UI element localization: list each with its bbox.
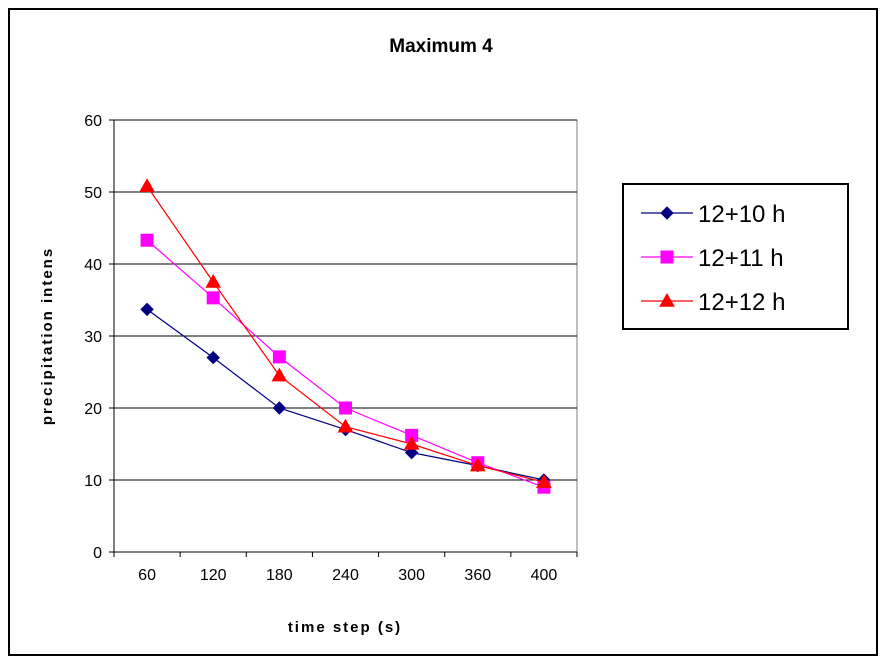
legend-marker xyxy=(660,250,674,264)
data-point xyxy=(272,350,286,364)
data-point xyxy=(272,401,287,415)
chart-title: Maximum 4 xyxy=(389,36,493,57)
data-point xyxy=(469,457,486,472)
y-tick-label: 60 xyxy=(84,113,102,130)
x-tick-label: 400 xyxy=(531,567,558,584)
y-axis-title: precipitation intens xyxy=(39,247,56,425)
y-tick-label: 20 xyxy=(84,401,102,418)
x-axis-title: time step (s) xyxy=(288,619,402,636)
legend: 12+10 h 12+11 h 12+12 h xyxy=(622,183,849,330)
y-tick-label: 30 xyxy=(84,329,102,346)
data-point xyxy=(339,401,352,415)
legend-marker xyxy=(659,292,675,307)
legend-label: 12+11 h xyxy=(698,245,784,272)
y-tick-label: 0 xyxy=(93,545,102,562)
data-point xyxy=(140,233,154,247)
x-tick-label: 360 xyxy=(464,567,491,584)
data-point xyxy=(206,350,220,365)
data-point xyxy=(271,367,288,382)
x-tick-label: 240 xyxy=(332,567,359,584)
legend-label: 12+12 h xyxy=(698,289,785,316)
x-tick-label: 180 xyxy=(266,567,293,584)
series-3 xyxy=(139,178,552,488)
data-point xyxy=(140,302,154,317)
data-point xyxy=(337,418,354,433)
x-axis-ticks: 60 120 180 240 300 360 400 xyxy=(113,552,578,584)
data-point xyxy=(205,273,222,288)
data-point xyxy=(403,435,420,450)
data-point xyxy=(139,178,155,192)
y-axis-ticks: 0 10 20 30 40 50 60 xyxy=(84,113,114,562)
legend-item: 12+10 h xyxy=(641,201,785,228)
legend-item: 12+12 h xyxy=(641,289,785,316)
y-tick-label: 10 xyxy=(84,473,102,490)
series-layer xyxy=(139,178,552,494)
legend-label: 12+10 h xyxy=(698,201,785,228)
y-tick-label: 40 xyxy=(84,257,102,274)
data-point xyxy=(536,474,552,488)
legend-item: 12+11 h xyxy=(641,245,784,272)
x-tick-label: 120 xyxy=(200,567,227,584)
x-tick-label: 300 xyxy=(398,567,425,584)
x-tick-label: 60 xyxy=(138,567,156,584)
legend-marker xyxy=(660,206,674,220)
y-tick-label: 50 xyxy=(84,185,102,202)
data-point xyxy=(206,291,220,305)
